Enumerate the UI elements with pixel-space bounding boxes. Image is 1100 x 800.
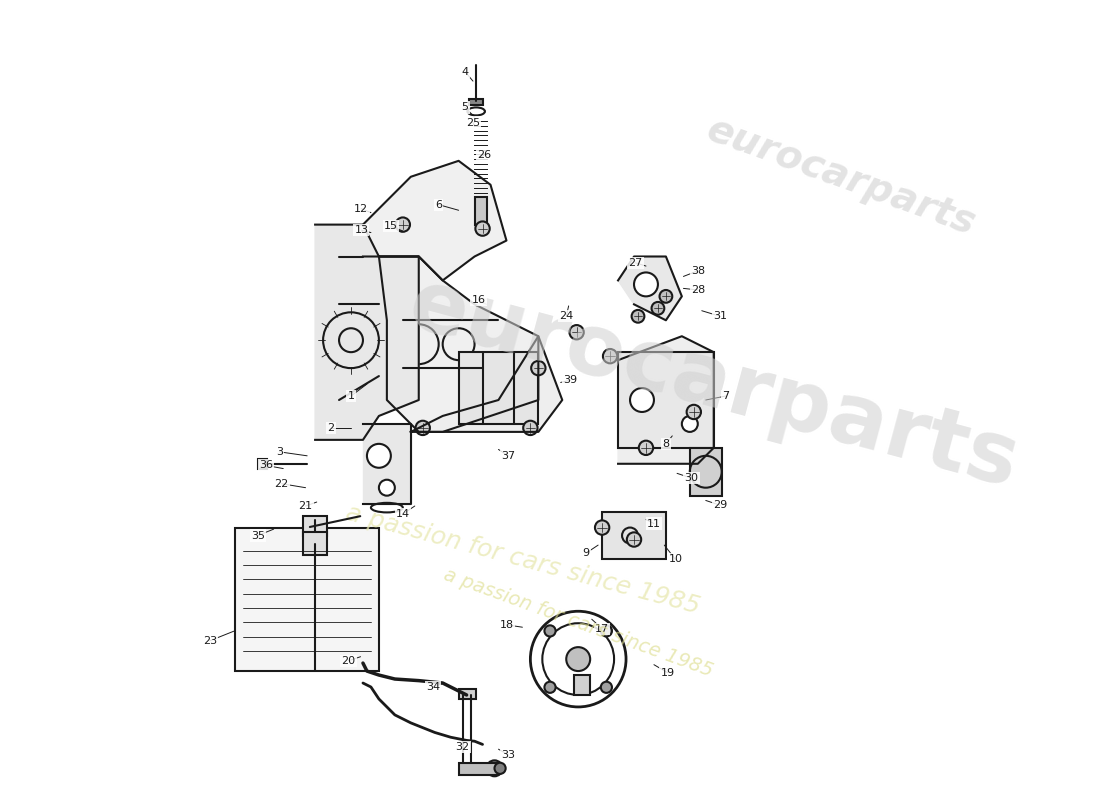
Text: 29: 29 (713, 500, 727, 510)
Text: 22: 22 (275, 478, 289, 489)
Circle shape (630, 388, 653, 412)
Circle shape (627, 532, 641, 546)
Text: 11: 11 (647, 518, 661, 529)
Text: 25: 25 (466, 118, 480, 127)
Circle shape (601, 626, 612, 637)
Text: 12: 12 (354, 204, 368, 214)
Text: 33: 33 (500, 750, 515, 760)
Circle shape (524, 421, 538, 435)
Circle shape (486, 760, 503, 776)
Text: 27: 27 (628, 258, 642, 268)
Bar (459, 690, 476, 699)
Text: 14: 14 (396, 509, 410, 519)
Circle shape (367, 444, 390, 468)
Text: 19: 19 (660, 668, 674, 678)
Polygon shape (378, 257, 538, 432)
Bar (474, 197, 486, 225)
Circle shape (601, 682, 612, 693)
Text: 35: 35 (251, 530, 265, 541)
Text: 1: 1 (348, 391, 354, 401)
Text: 16: 16 (472, 295, 485, 306)
Text: 2: 2 (328, 423, 334, 433)
Text: 13: 13 (354, 225, 368, 235)
Circle shape (639, 441, 653, 455)
Circle shape (416, 421, 430, 435)
Bar (459, 352, 538, 424)
Text: 24: 24 (559, 311, 573, 322)
Circle shape (603, 349, 617, 363)
Text: 37: 37 (500, 451, 515, 461)
Circle shape (495, 762, 506, 774)
Polygon shape (363, 161, 506, 281)
Circle shape (544, 626, 556, 637)
Circle shape (570, 325, 584, 339)
Text: 21: 21 (298, 501, 312, 511)
Text: 4: 4 (461, 66, 469, 77)
Circle shape (378, 480, 395, 496)
Text: 31: 31 (713, 311, 727, 322)
Bar (304, 515, 327, 535)
Text: 15: 15 (384, 222, 398, 231)
Circle shape (686, 405, 701, 419)
Text: a passion for cars since 1985: a passion for cars since 1985 (441, 566, 715, 681)
Text: 32: 32 (455, 742, 470, 752)
Circle shape (475, 222, 490, 236)
Bar (574, 675, 591, 695)
Text: 3: 3 (276, 447, 283, 457)
Polygon shape (363, 424, 410, 504)
Text: 20: 20 (341, 656, 355, 666)
Polygon shape (315, 225, 419, 440)
Bar (459, 762, 498, 774)
Circle shape (566, 647, 591, 671)
Circle shape (396, 218, 410, 232)
Text: eurocarparts: eurocarparts (702, 110, 981, 243)
Polygon shape (618, 336, 714, 464)
Text: 8: 8 (662, 439, 670, 449)
Bar (235, 527, 378, 671)
Text: 10: 10 (669, 554, 682, 565)
Text: 26: 26 (477, 150, 492, 160)
Text: 36: 36 (258, 460, 273, 470)
Circle shape (595, 520, 609, 534)
Bar (304, 531, 327, 555)
Text: a passion for cars since 1985: a passion for cars since 1985 (342, 501, 702, 618)
Circle shape (531, 361, 546, 375)
Circle shape (544, 682, 556, 693)
Text: 34: 34 (426, 682, 440, 692)
Bar (690, 448, 722, 496)
Text: 5: 5 (462, 102, 469, 113)
Text: 17: 17 (595, 624, 609, 634)
Circle shape (682, 416, 697, 432)
Bar (618, 352, 714, 448)
Text: 6: 6 (436, 200, 442, 210)
Circle shape (634, 273, 658, 296)
Bar (602, 512, 666, 559)
Text: 28: 28 (691, 285, 705, 295)
Circle shape (651, 302, 664, 314)
Text: 7: 7 (722, 391, 729, 401)
Text: eurocarparts: eurocarparts (399, 262, 1027, 506)
Polygon shape (618, 257, 682, 320)
Text: 23: 23 (202, 636, 217, 646)
Text: 39: 39 (563, 375, 578, 385)
Text: 9: 9 (583, 548, 590, 558)
Bar (257, 459, 267, 469)
Text: 18: 18 (499, 620, 514, 630)
Circle shape (660, 290, 672, 302)
Circle shape (631, 310, 645, 322)
Bar (469, 98, 483, 105)
Text: 30: 30 (684, 473, 699, 483)
Polygon shape (410, 336, 562, 432)
Text: 38: 38 (691, 266, 705, 276)
